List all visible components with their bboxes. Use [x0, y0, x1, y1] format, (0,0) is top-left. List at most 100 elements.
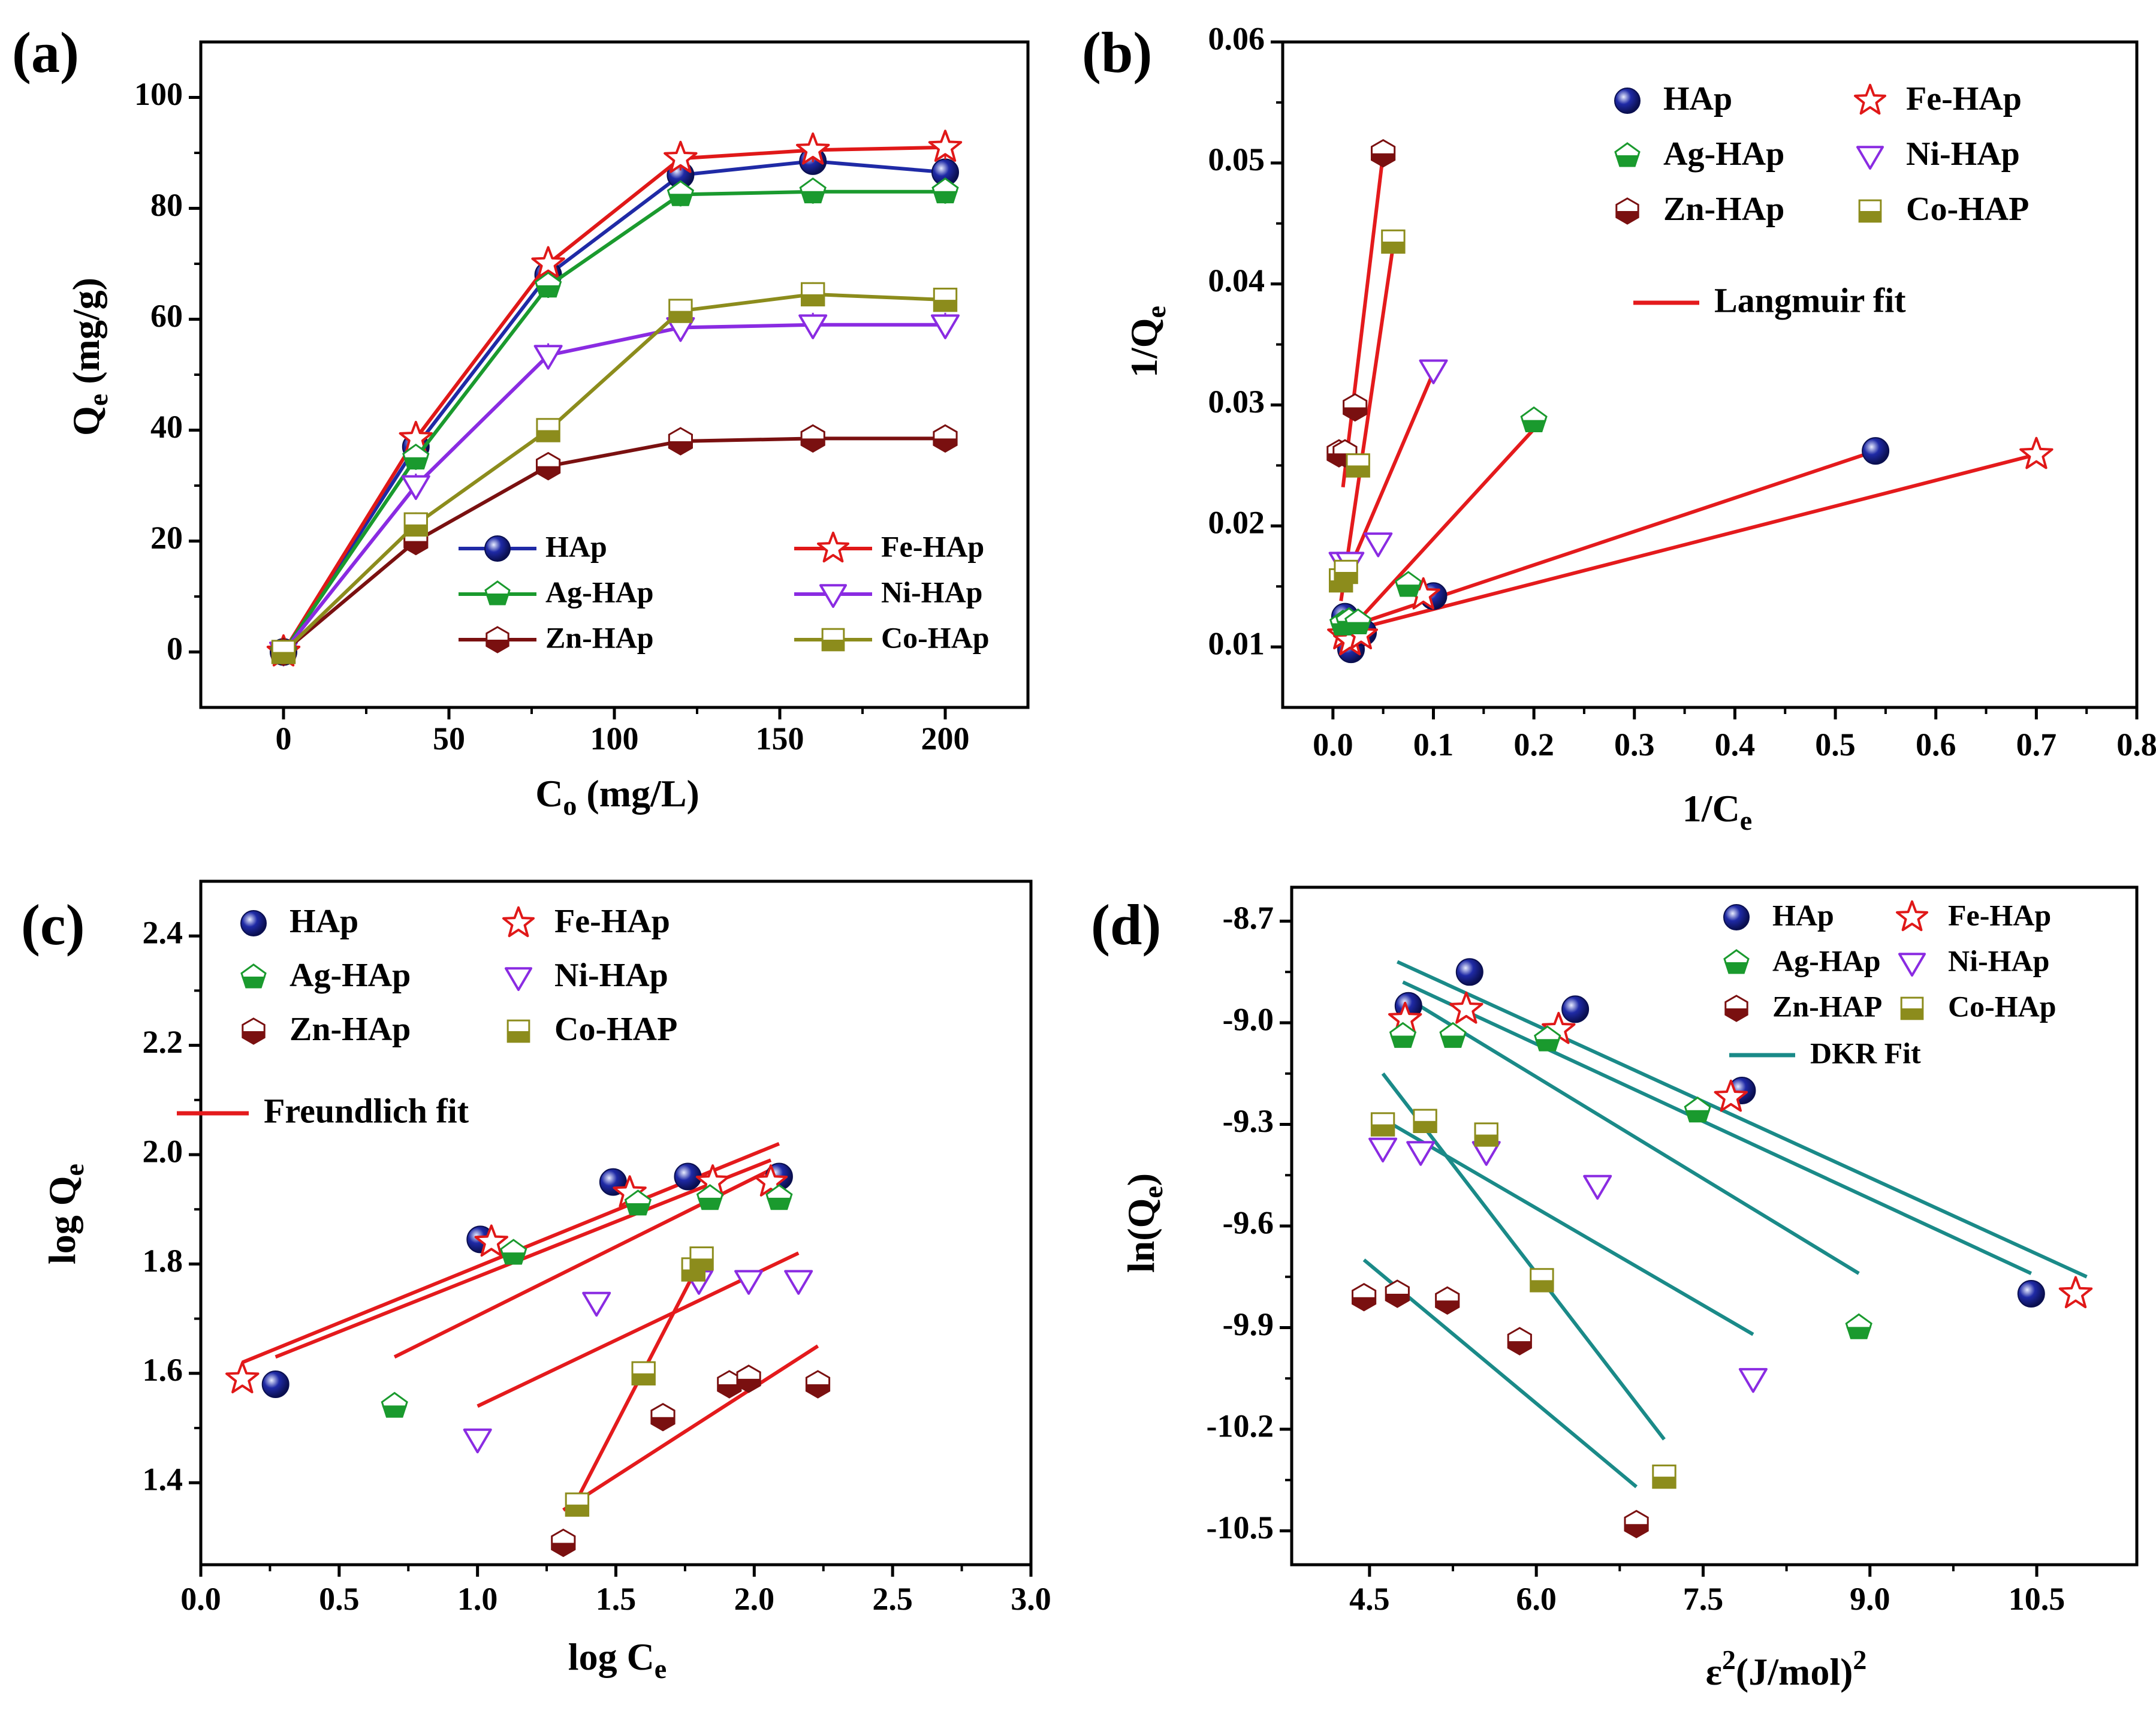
panel-b: (b) 0.0 0.1 0.2 0.3 0.4 0.5 0.6 0.7 0.80.010.020…	[1082, 20, 2156, 836]
panel-a-ytick-label: 40	[150, 409, 183, 445]
panel-c-fit-line	[567, 1257, 704, 1517]
panel-a-point	[933, 287, 958, 312]
panel-label-a: (a)	[12, 20, 79, 85]
panel-b-ytick-label: 0.01	[1208, 625, 1265, 661]
legend-label: Fe-HAp	[881, 529, 984, 563]
panel-b-point	[1862, 437, 1890, 465]
legend-marker	[1898, 953, 1926, 977]
legend-marker	[240, 910, 267, 936]
panel-c-point	[225, 1361, 260, 1394]
legend-label: Co-HAp	[1948, 989, 2057, 1023]
legend-marker	[484, 580, 511, 606]
panel-d-point	[1583, 1174, 1612, 1200]
legend-label: HAp	[545, 529, 607, 563]
legend-label: Fe-HAp	[554, 903, 670, 940]
panel-label-c: (c)	[21, 893, 85, 957]
legend-marker	[1900, 996, 1924, 1020]
panel-a-series-line-co	[282, 292, 946, 653]
panel-d-fit-line	[1402, 980, 2033, 1275]
panel-d-point	[1624, 1510, 1649, 1538]
panel-a-xtick-label: 0	[276, 721, 292, 757]
panel-b-ytick-label: 0.06	[1208, 20, 1265, 56]
panel-c-point	[753, 1164, 788, 1197]
panel-a-point	[536, 418, 560, 442]
panel-c-point	[734, 1270, 764, 1295]
panel-b-point	[1371, 138, 1396, 168]
panel-a-point	[931, 177, 959, 204]
panel-a-point	[928, 129, 963, 162]
legend-label: Ag-HAp	[545, 575, 654, 609]
legend-fit-label: Langmuir fit	[1714, 281, 1906, 320]
panel-b-point	[1419, 359, 1448, 384]
panel-a-point	[403, 512, 428, 537]
panel-a-point	[799, 177, 827, 204]
legend-label: Ni-HAp	[1906, 135, 2020, 173]
panel-c-point	[765, 1184, 793, 1210]
panel-d-point	[1352, 1282, 1377, 1312]
panel-a-point	[534, 272, 562, 298]
panel-a-ytick-label: 100	[134, 76, 183, 112]
panel-a-ytick-label: 0	[167, 631, 183, 667]
panel-a-series-line-fe	[282, 145, 946, 653]
panel-c-point	[624, 1189, 652, 1216]
legend-marker	[506, 1019, 530, 1043]
legend-label: HAp	[290, 903, 358, 940]
legend-label: Co-HAp	[881, 620, 990, 654]
panel-c-point	[381, 1391, 408, 1418]
legend-marker	[1723, 949, 1750, 974]
panel-c-point	[717, 1370, 742, 1399]
panel-d-point	[1507, 1327, 1532, 1355]
panel-a-point	[533, 345, 563, 370]
legend-label: HAp	[1663, 80, 1732, 118]
panel-a-point	[535, 451, 561, 481]
panel-b-xtick-label: 0.6	[1916, 727, 1956, 763]
panel-c-legend: HAp Fe-HAp Ag-HAp Ni-HAp Zn-HAp Co-HAP Freundl…	[177, 903, 677, 1130]
panel-d-ytick-label: -9.6	[1223, 1204, 1274, 1240]
legend-label: Fe-HAp	[1906, 80, 2022, 118]
legend-marker	[486, 626, 509, 653]
panel-d-xtick-label: 4.5	[1349, 1581, 1390, 1617]
panel-c-point	[551, 1528, 576, 1558]
panel-a-point	[931, 314, 960, 339]
panel-a-point	[271, 640, 296, 664]
panel-a-point	[667, 180, 695, 206]
legend-marker	[1614, 142, 1641, 167]
panel-d-point	[1684, 1097, 1711, 1123]
panel-a-series-line-hap	[282, 159, 946, 653]
panel-c-xtick-label: 0.0	[180, 1581, 221, 1617]
legend-label: Ag-HAp	[1663, 135, 1784, 173]
legend-marker	[1724, 995, 1748, 1022]
panel-c-xtick-label: 1.0	[457, 1581, 498, 1617]
legend-marker	[505, 967, 532, 991]
panel-c: (c) 0.0 0.5 1.0 1.5 2.0 2.5 3.0 1.4 1.6 1.8 2.0 2.2…	[21, 879, 1051, 1684]
panel-d-point	[1449, 991, 1483, 1024]
panel-c-ytick-label: 2.2	[143, 1024, 183, 1060]
panel-c-point	[500, 1239, 527, 1265]
panel-c-point	[805, 1370, 831, 1399]
panel-b-frame	[1281, 40, 2139, 709]
panel-d-point	[1413, 1108, 1437, 1134]
panel-a-point	[795, 132, 830, 165]
legend-label: Co-HAP	[554, 1011, 677, 1048]
panel-d-point	[1474, 1122, 1498, 1147]
panel-a-ylabel: Qe (mg/g)	[65, 278, 113, 436]
legend-label: Zn-HAp	[1663, 191, 1784, 228]
panel-a-series-line-zn	[282, 436, 945, 653]
panel-c-xtick-label: 0.5	[319, 1581, 360, 1617]
legend-marker	[819, 584, 847, 608]
panel-b-xlabel: 1/Ce	[1682, 787, 1752, 836]
panel-b-xtick-label: 0.4	[1715, 727, 1756, 763]
panel-c-plot: 0.0 0.5 1.0 1.5 2.0 2.5 3.01.41.61.82.02.22.4 H…	[143, 879, 1051, 1617]
panel-d-xtick-label: 6.0	[1516, 1581, 1557, 1617]
panel-c-point	[565, 1492, 590, 1517]
panel-a-point	[800, 424, 825, 453]
panel-b-plot: 0.0 0.1 0.2 0.3 0.4 0.5 0.6 0.7 0.8 0.01 0.02 0.03 0…	[1208, 20, 2156, 763]
legend-label: HAp	[1772, 898, 1834, 932]
legend-label: Ag-HAp	[1772, 944, 1881, 977]
legend-label: Ni-HAp	[881, 575, 982, 609]
panel-b-point	[1343, 393, 1368, 422]
panel-a-point	[798, 314, 828, 339]
panel-c-ytick-label: 2.0	[143, 1133, 183, 1169]
panel-d-point	[1534, 1025, 1561, 1052]
